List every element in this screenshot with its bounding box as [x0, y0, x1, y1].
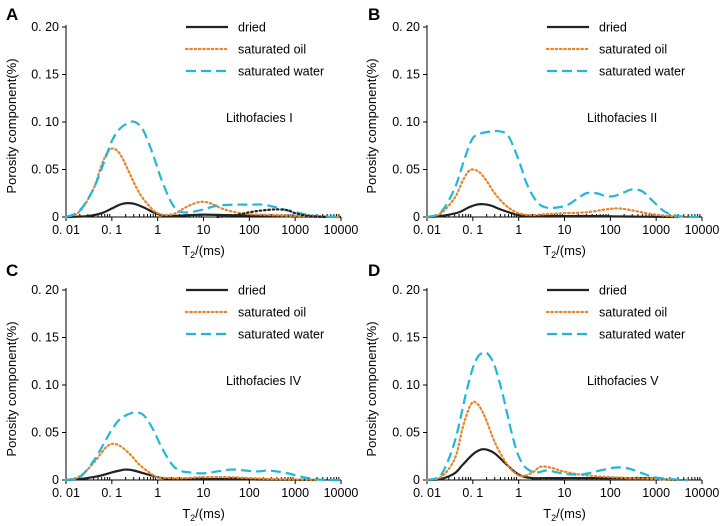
- panel-letter: A: [6, 5, 18, 24]
- x-tick-label: 0. 01: [413, 486, 441, 500]
- x-tick-label: 10000: [685, 223, 720, 237]
- x-tick-label: 10: [197, 223, 211, 237]
- x-tick-label: 1: [154, 223, 161, 237]
- lithofacies-label: Lithofacies V: [587, 374, 659, 388]
- y-tick-label: 0. 20: [31, 283, 59, 297]
- y-tick-label: 0. 20: [31, 20, 59, 34]
- x-tick-label: 1000: [281, 486, 309, 500]
- panel-letter: C: [6, 261, 18, 280]
- y-axis-title: Porosity component(%): [4, 58, 19, 193]
- x-tick-label: 10: [558, 486, 572, 500]
- x-tick-label: 0. 1: [101, 486, 122, 500]
- series-line-dried: [426, 447, 679, 482]
- legend-label: saturated water: [599, 65, 685, 79]
- x-tick-label: 10: [558, 223, 572, 237]
- legend-label: saturated oil: [599, 43, 667, 57]
- y-tick-label: 0. 15: [392, 68, 420, 82]
- y-tick-label: 0. 15: [392, 331, 420, 345]
- series-line-saturated-oil: [64, 147, 343, 219]
- series-line-saturated-water: [65, 411, 341, 482]
- chart-panel-B: B 0 0. 05 0. 10 0. 15 0. 20 0. 01 0. 1 1 10 100 100…: [364, 5, 719, 260]
- x-tick-label: 0. 1: [462, 223, 483, 237]
- x-tick-label: 0. 1: [101, 223, 122, 237]
- y-tick-label: 0: [413, 473, 420, 487]
- x-axis-title: T2/(ms): [543, 243, 586, 260]
- legend-label: dried: [599, 284, 627, 298]
- x-tick-label: 0. 01: [413, 223, 441, 237]
- lithofacies-label: Lithofacies IV: [226, 374, 302, 388]
- x-axis-title: T2/(ms): [182, 506, 225, 523]
- y-tick-label: 0. 05: [392, 426, 420, 440]
- x-tick-label: 1000: [642, 223, 670, 237]
- y-tick-label: 0. 15: [31, 331, 59, 345]
- y-tick-label: 0: [52, 473, 59, 487]
- chart-panel-C: C 0 0. 05 0. 10 0. 15 0. 20 0. 01 0. 1 1 10 100 100…: [4, 261, 358, 523]
- x-axis-title: T2/(ms): [182, 243, 225, 260]
- y-tick-label: 0. 05: [31, 426, 59, 440]
- legend-label: saturated oil: [238, 306, 306, 320]
- legend-label: dried: [599, 21, 627, 35]
- series-line-saturated-oil: [64, 442, 319, 482]
- series-line-saturated-oil: [425, 168, 680, 219]
- y-tick-label: 0. 10: [392, 378, 420, 392]
- x-tick-label: 1: [515, 486, 522, 500]
- chart-panel-A: A 0 0. 05 0. 10 0. 15 0. 20 0. 01 0. 1 1 10 100 100…: [4, 5, 358, 260]
- panel-letter: B: [368, 5, 380, 24]
- legend-label: saturated oil: [599, 306, 667, 320]
- x-tick-label: 1: [515, 223, 522, 237]
- lithofacies-label: Lithofacies I: [226, 111, 293, 125]
- x-tick-label: 1: [154, 486, 161, 500]
- x-tick-label: 0. 01: [52, 223, 80, 237]
- y-tick-label: 0. 15: [31, 68, 59, 82]
- series-line-saturated-water: [65, 120, 342, 219]
- series-line-saturated-water: [426, 129, 703, 219]
- x-tick-label: 10000: [324, 223, 359, 237]
- x-tick-label: 1000: [642, 486, 670, 500]
- series-line-saturated-water: [426, 351, 689, 482]
- x-tick-label: 10: [197, 486, 211, 500]
- y-tick-label: 0. 20: [392, 283, 420, 297]
- series-line-dried: [65, 468, 318, 482]
- x-tick-label: 100: [239, 486, 260, 500]
- chart-panel-D: D 0 0. 05 0. 10 0. 15 0. 20 0. 01 0. 1 1 10 100 100…: [364, 261, 719, 523]
- y-tick-label: 0: [413, 210, 420, 224]
- y-axis-title: Porosity component(%): [364, 58, 379, 193]
- y-tick-label: 0: [52, 210, 59, 224]
- x-tick-label: 1000: [281, 223, 309, 237]
- legend-label: saturated water: [599, 328, 685, 342]
- x-tick-label: 100: [600, 486, 621, 500]
- legend-label: dried: [238, 284, 266, 298]
- x-tick-label: 0. 01: [52, 486, 80, 500]
- legend-label: saturated water: [238, 328, 324, 342]
- lithofacies-label: Lithofacies II: [587, 111, 657, 125]
- y-tick-label: 0. 10: [31, 115, 59, 129]
- panel-letter: D: [368, 261, 380, 280]
- y-tick-label: 0. 05: [31, 163, 59, 177]
- x-tick-label: 10000: [685, 486, 720, 500]
- x-tick-label: 10000: [324, 486, 359, 500]
- series-line-saturated-oil: [425, 400, 680, 482]
- x-tick-label: 100: [239, 223, 260, 237]
- y-tick-label: 0. 05: [392, 163, 420, 177]
- legend-label: saturated oil: [238, 43, 306, 57]
- y-axis-title: Porosity component(%): [4, 321, 19, 456]
- series-line-dried: [426, 203, 679, 219]
- legend-label: dried: [238, 21, 266, 35]
- y-tick-label: 0. 20: [392, 20, 420, 34]
- y-axis-title: Porosity component(%): [364, 321, 379, 456]
- x-axis-title: T2/(ms): [543, 506, 586, 523]
- x-tick-label: 0. 1: [462, 486, 483, 500]
- series-line-additional: [216, 208, 329, 219]
- y-tick-label: 0. 10: [392, 115, 420, 129]
- legend-label: saturated water: [238, 65, 324, 79]
- x-tick-label: 100: [600, 223, 621, 237]
- y-tick-label: 0. 10: [31, 378, 59, 392]
